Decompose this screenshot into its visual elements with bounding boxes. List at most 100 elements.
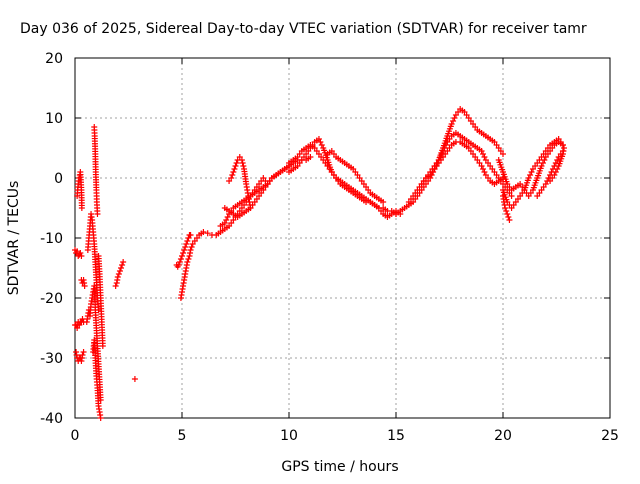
data-point: [131, 376, 138, 382]
y-axis-label: SDTVAR / TECUs: [6, 181, 22, 296]
data-point: [80, 349, 87, 355]
series-sat-5h-b: [177, 163, 292, 301]
data-point: [560, 145, 567, 151]
data-point-interp: [480, 166, 487, 172]
data-point-interp: [239, 160, 246, 166]
series-early-sat-c: [72, 316, 87, 331]
series-early-sat-d: [73, 349, 87, 364]
data-point: [179, 253, 185, 259]
series-sat-10h-a: [286, 142, 404, 217]
data-point-interp: [539, 160, 546, 166]
x-tick-label: 20: [494, 428, 512, 444]
data-point: [115, 271, 122, 277]
data-point-interp: [450, 118, 457, 124]
data-point: [74, 248, 81, 255]
series-early-sat-a: [72, 247, 85, 259]
x-tick-label: 5: [178, 428, 187, 444]
x-tick-label: 10: [280, 428, 298, 444]
data-point: [77, 250, 84, 256]
data-point-interp: [240, 163, 247, 169]
series-sat-near-1h-d: [91, 124, 101, 217]
data-point: [307, 154, 314, 160]
data-point: [187, 247, 194, 253]
y-tick-label: -20: [40, 291, 63, 307]
data-point: [78, 205, 85, 211]
data-point: [504, 211, 511, 217]
y-tick-label: -10: [40, 231, 63, 247]
series-sat-near-1h-c: [90, 337, 104, 421]
data-point: [176, 259, 183, 265]
data-points: [72, 106, 567, 421]
data-point: [118, 265, 125, 271]
data-point: [264, 181, 271, 187]
data-point: [94, 211, 101, 217]
y-tick-label: -30: [40, 351, 63, 367]
data-point: [228, 175, 235, 181]
data-point: [79, 352, 86, 358]
data-point: [175, 262, 182, 268]
data-point: [184, 259, 191, 265]
y-tick-label: 0: [54, 171, 63, 187]
series-sat-2h: [112, 259, 127, 289]
series-early-sat-b: [74, 169, 85, 211]
data-point: [506, 217, 513, 223]
axes-ticks: 0 5 10 15 20 25 -40 -30 -20 -10 0 10 20: [40, 51, 619, 444]
series-isolated: [131, 376, 138, 382]
x-tick-label: 0: [71, 428, 80, 444]
x-tick-label: 15: [387, 428, 405, 444]
data-point: [177, 256, 184, 262]
data-point: [180, 250, 187, 256]
data-point-interp: [188, 244, 195, 250]
data-point: [114, 274, 121, 280]
series-early-sat-e: [78, 277, 88, 289]
data-point: [380, 199, 387, 205]
data-point: [505, 214, 512, 220]
data-point-interp: [480, 151, 487, 157]
series-sat-near-1h-b: [84, 211, 102, 313]
y-tick-label: -40: [40, 411, 63, 427]
data-point: [200, 229, 207, 235]
series-sat-7h-low: [221, 181, 271, 220]
data-point: [182, 244, 189, 250]
data-point: [181, 247, 188, 253]
grid: [75, 58, 610, 418]
data-point: [78, 253, 85, 259]
series-sat-7h-b: [217, 154, 314, 229]
data-point: [184, 238, 191, 244]
data-point-interp: [229, 172, 236, 178]
data-point: [99, 343, 106, 349]
series-sat-near-1h-e: [95, 253, 106, 349]
data-point-interp: [224, 214, 231, 220]
data-point-interp: [451, 115, 458, 121]
x-tick-label: 25: [601, 428, 619, 444]
data-point: [503, 208, 510, 214]
data-point: [97, 415, 104, 421]
data-point: [116, 268, 123, 274]
data-point-interp: [231, 166, 238, 172]
series-sat-5h: [173, 232, 194, 270]
data-point: [500, 151, 506, 157]
chart-title: Day 036 of 2025, Sidereal Day-to-day VTE…: [20, 21, 587, 37]
data-point: [119, 262, 126, 268]
data-point-interp: [527, 172, 534, 178]
data-point: [230, 169, 237, 175]
data-point: [95, 307, 102, 313]
data-point-interp: [554, 166, 561, 172]
series-sat-7h-hump: [226, 154, 254, 211]
data-point-interp: [528, 169, 535, 175]
data-point-interp: [233, 160, 240, 166]
data-point-interp: [223, 217, 230, 223]
series-sat-17h-c: [418, 139, 506, 187]
data-point-interp: [318, 142, 325, 148]
series-sat-12h-ridge: [324, 148, 387, 205]
data-point-interp: [481, 169, 488, 175]
x-axis-label: GPS time / hours: [281, 459, 398, 475]
data-point: [112, 283, 119, 289]
data-point: [559, 142, 566, 148]
data-point: [232, 163, 239, 169]
y-tick-label: 20: [45, 51, 63, 67]
data-point: [81, 283, 88, 289]
data-point-interp: [552, 169, 559, 175]
